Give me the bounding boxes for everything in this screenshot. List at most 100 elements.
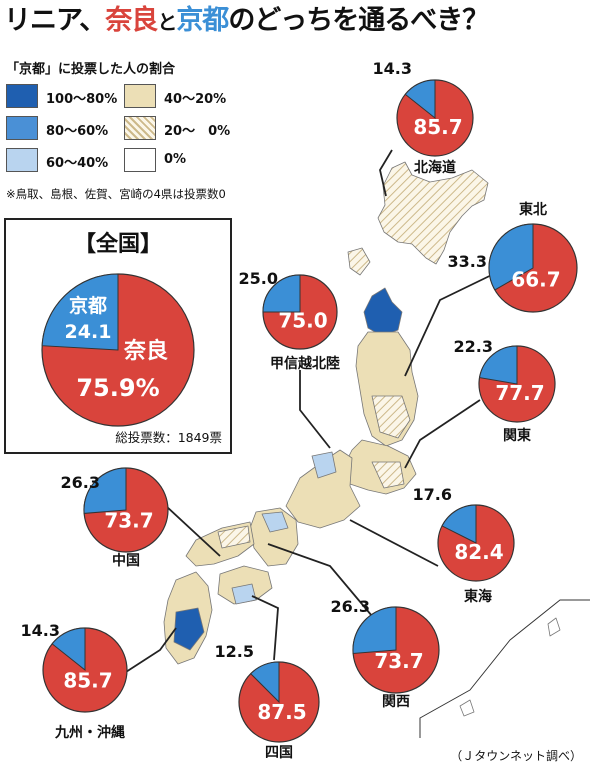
leader-hokkaido	[379, 149, 393, 197]
map-okinawa-2	[547, 617, 561, 637]
pie-value-kyoto: 26.3	[61, 473, 100, 492]
map-kyushu-blue	[173, 607, 205, 651]
leader-lines	[125, 149, 507, 673]
map-niigata-light	[311, 451, 337, 479]
pie-value-kyoto: 33.3	[448, 252, 487, 271]
pie-value-kyoto: 12.5	[215, 642, 254, 661]
leader-tokai	[349, 519, 439, 567]
legend-label: 0%	[164, 152, 187, 167]
pie-slice-kyoto	[262, 274, 301, 313]
title-nara: 奈良	[105, 5, 158, 36]
pie-slice-kyoto	[441, 504, 477, 544]
pie-value-kyoto: 14.3	[21, 621, 60, 640]
map-tohoku-hatch	[371, 395, 411, 439]
pie-0: 85.7 14.3 北海道	[373, 59, 474, 176]
pie-value-kyoto: 22.3	[454, 337, 493, 356]
legend-label: 60〜40%	[46, 156, 109, 171]
pie-slice-kyoto	[83, 467, 127, 514]
pie-value-kyoto: 14.3	[373, 59, 412, 78]
legend-swatch	[124, 148, 156, 172]
pie-8: 85.7 14.3 九州・沖縄	[21, 621, 128, 741]
legend-title: 「京都」に投票した人の割合	[6, 62, 176, 77]
map-shikoku-light	[231, 583, 257, 605]
pie-3: 77.7 22.3 関東	[454, 337, 556, 444]
legend-swatch	[124, 84, 156, 108]
legend-note: ※鳥取、島根、佐賀、宮崎の4県は投票数0	[6, 187, 226, 201]
national-kyoto-value: 24.1	[65, 321, 112, 343]
legend-label: 20〜 0%	[164, 124, 231, 139]
pie-value-nara: 66.7	[511, 267, 560, 291]
legend-label: 40〜20%	[164, 92, 227, 107]
pie-7: 87.5 12.5 四国	[215, 642, 320, 761]
pie-value-kyoto: 25.0	[239, 269, 278, 288]
legend-swatch	[6, 84, 38, 108]
leader-tohoku	[404, 267, 507, 377]
pie-slice-kyoto	[352, 606, 397, 655]
page-title: リニア、奈良と京都のどっちを通るべき？	[4, 2, 586, 40]
legend-label: 100〜80%	[46, 92, 118, 107]
pie-1: 66.7 33.3 東北	[448, 201, 578, 313]
leader-shikoku	[251, 595, 279, 661]
region-name: 東北	[519, 201, 547, 218]
leader-chugoku	[165, 505, 221, 557]
legend-swatch	[6, 148, 38, 172]
region-name: 関西	[382, 694, 410, 710]
national-box: 【全国】 京都 24.1 奈良 75.9% 総投票数：1849票	[4, 218, 232, 454]
pie-5: 73.726.3 中国	[61, 467, 169, 569]
map-chugoku-hatch	[217, 525, 251, 549]
region-name: 九州・沖縄	[54, 724, 125, 741]
pie-6: 73.7 26.3 関西	[331, 597, 440, 710]
national-kyoto-label: 京都	[69, 294, 107, 317]
source-credit: （Ｊタウンネット調べ）	[450, 749, 582, 763]
national-pie: 京都 24.1 奈良 75.9%	[41, 273, 195, 427]
national-total-votes: 総投票数：1849票	[115, 430, 222, 445]
map-okinawa	[459, 699, 475, 717]
map-aomori	[363, 287, 403, 337]
national-slice-kyoto	[41, 273, 119, 351]
pie-value-kyoto: 17.6	[413, 485, 452, 504]
pie-slice-kyoto	[51, 627, 86, 672]
okinawa-inset-frame	[419, 599, 590, 738]
pie-value-nara: 73.7	[104, 509, 153, 533]
region-name: 甲信越北陸	[270, 355, 340, 372]
pie-4: 82.4 17.6 東海	[413, 485, 515, 605]
legend-swatch	[124, 116, 156, 140]
pie-value-nara: 73.7	[374, 649, 423, 673]
japan-map	[163, 161, 590, 738]
region-name: 東海	[464, 588, 492, 605]
title-part-1: リニア、	[4, 5, 106, 36]
pie-value-nara: 85.7	[413, 115, 462, 139]
leader-kansai	[267, 543, 373, 617]
national-nara-label: 奈良	[123, 338, 168, 364]
national-nara-value: 75.9%	[76, 374, 159, 402]
pie-slice-kyoto	[250, 661, 280, 704]
region-name: 四国	[265, 745, 293, 761]
pie-value-nara: 77.7	[495, 381, 544, 405]
leader-kanto	[404, 399, 481, 469]
pie-value-nara: 85.7	[63, 669, 112, 693]
pie-charts: 85.7 14.3 北海道 66.7 33.3 東北 75.0 25.0 甲信越北陸 77.7 22…	[21, 59, 578, 761]
pie-slice-kyoto	[478, 345, 518, 385]
pie-slice-kyoto	[488, 223, 534, 291]
title-kyoto: 京都	[176, 5, 229, 36]
region-name: 関東	[503, 427, 531, 444]
map-chubu	[285, 449, 361, 529]
map-hokkaido	[377, 161, 489, 265]
legend: 「京都」に投票した人の割合 100〜80% 40〜20% 80〜60% 20〜 …	[6, 58, 246, 208]
pie-value-nara: 75.0	[278, 309, 327, 333]
pie-slice-kyoto	[404, 79, 436, 120]
map-kanto-hatch	[371, 461, 405, 489]
pie-value-nara: 87.5	[257, 700, 306, 724]
legend-label: 80〜60%	[46, 124, 109, 139]
title-part-5: のどっちを通るべき？	[228, 5, 489, 36]
map-kansai-light	[261, 511, 289, 533]
region-name: 北海道	[414, 159, 456, 176]
title-to: と	[157, 10, 177, 34]
map-hokkaido-tip	[347, 247, 371, 276]
legend-swatch	[6, 116, 38, 140]
pie-value-nara: 82.4	[454, 540, 503, 564]
leader-kyushu	[125, 627, 177, 673]
pie-value-kyoto: 26.3	[331, 597, 370, 616]
national-title: 【全国】	[73, 232, 162, 257]
